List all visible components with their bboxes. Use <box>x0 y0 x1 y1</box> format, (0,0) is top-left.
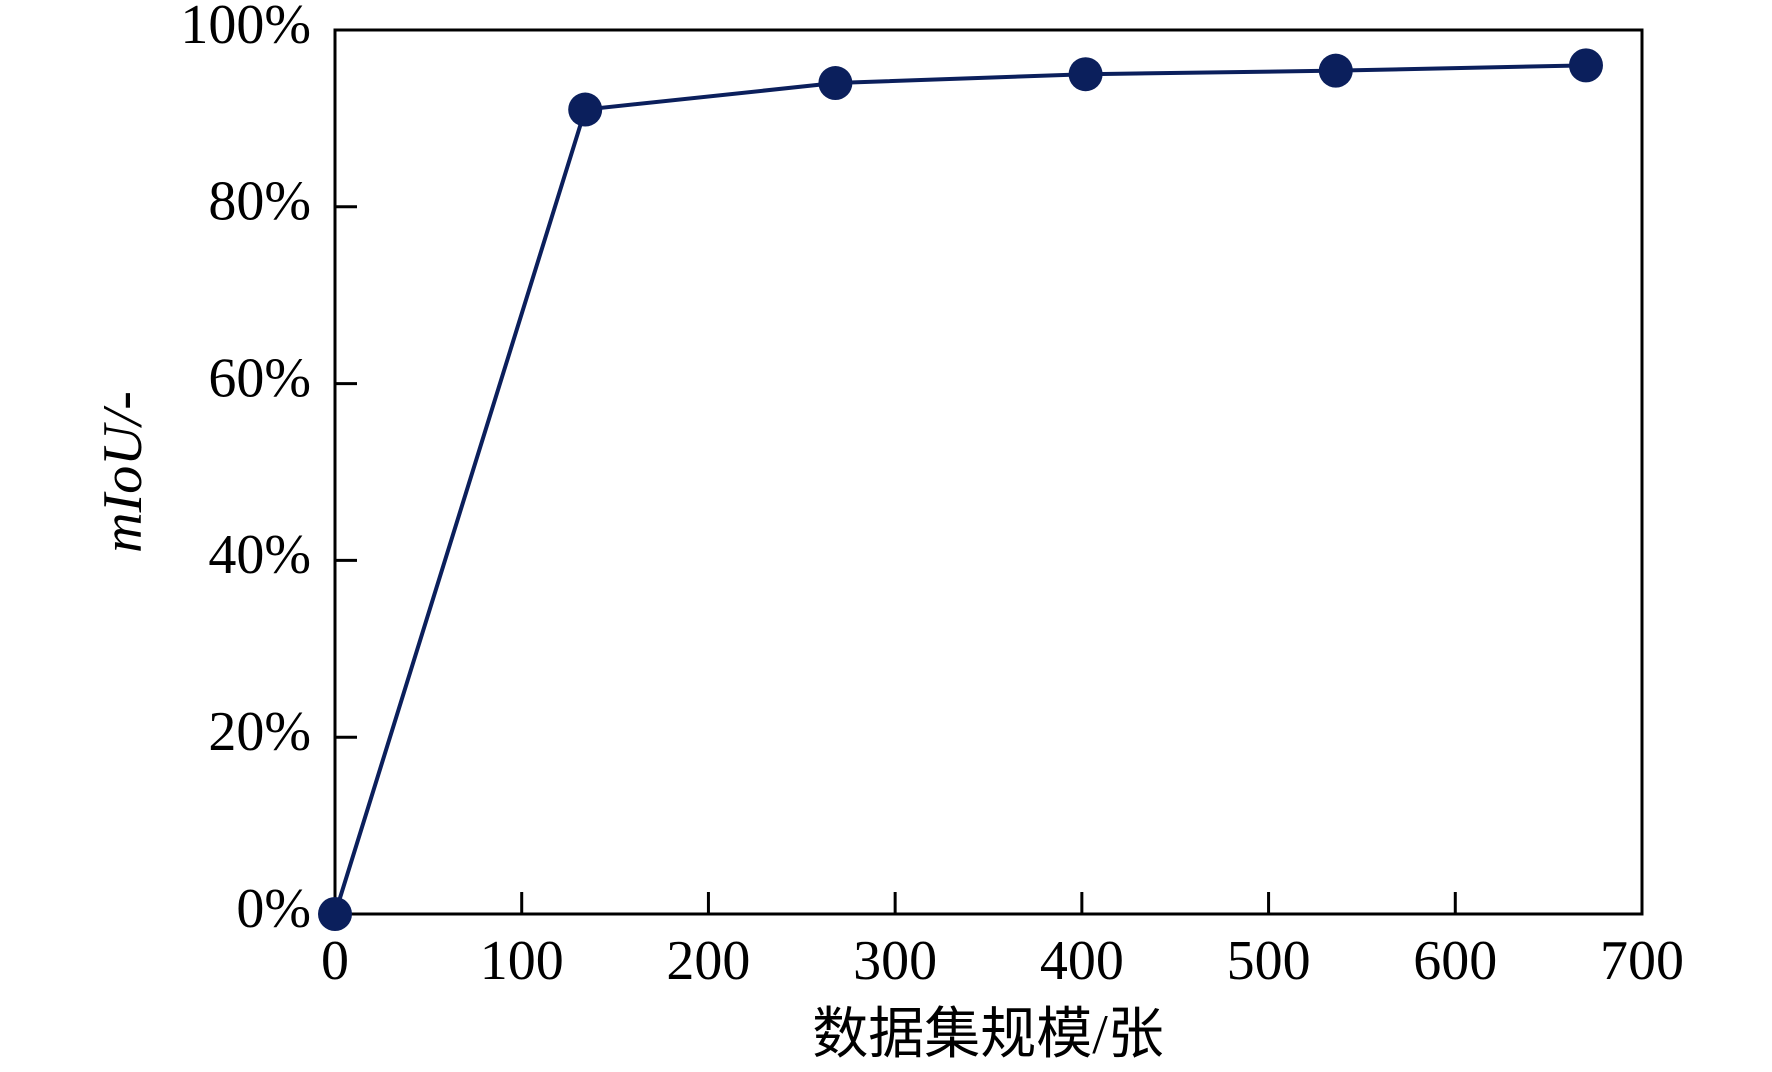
y-tick-label: 40% <box>208 524 311 586</box>
x-axis-label: 数据集规模/张 <box>812 1004 1164 1066</box>
x-tick-label: 0 <box>321 930 349 992</box>
point <box>1318 53 1353 88</box>
y-tick-label: 80% <box>208 171 311 233</box>
x-tick-label: 500 <box>1227 930 1311 992</box>
x-tick-label: 100 <box>480 930 564 992</box>
y-axis-label: mIoU/- <box>92 391 154 553</box>
y-tick-label: 100% <box>180 0 311 56</box>
point <box>568 92 603 127</box>
y-tick-label: 20% <box>208 701 311 763</box>
line <box>333 63 1587 915</box>
y-tick-label: 0% <box>236 878 311 940</box>
x-tick-label: 600 <box>1413 930 1497 992</box>
x-tick-label: 200 <box>666 930 750 992</box>
point <box>1068 57 1103 92</box>
y-tick-label: 60% <box>208 347 311 409</box>
point <box>318 897 352 931</box>
point <box>1568 48 1603 83</box>
plot-frame <box>333 28 1644 916</box>
point <box>818 66 853 101</box>
x-tick-label: 700 <box>1600 930 1684 992</box>
x-tick-label: 400 <box>1040 930 1124 992</box>
x-tick-label: 300 <box>853 930 937 992</box>
